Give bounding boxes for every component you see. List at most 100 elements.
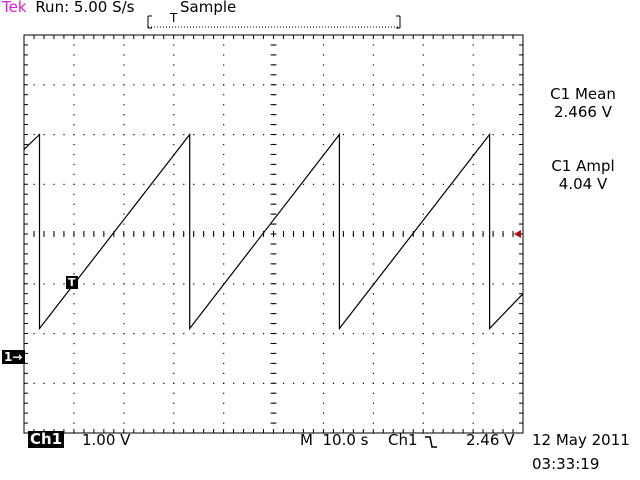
measurement-value: 4.04 V [558,175,608,193]
grid-dot [422,342,424,345]
grid-dot [472,342,474,345]
trigger-level-arrow-icon [514,230,521,238]
grid-dot [123,253,125,255]
grid-dot [512,84,514,86]
grid-dot [322,104,325,106]
grid-dot [123,392,125,394]
grid-dot [372,263,374,265]
grid-dot [103,84,105,86]
grid-dot [73,143,75,146]
grid-dot [153,333,155,335]
grid-dot [412,283,414,285]
grid-dot [103,183,105,185]
grid-dot [213,382,215,384]
grid-dot [223,402,225,404]
grid-dot [322,54,325,56]
grid-dot [382,382,384,384]
grid-dot [173,382,175,384]
grid-dot [33,134,35,136]
grid-dot [113,382,115,384]
grid-dot [173,402,175,404]
grid-dot [193,134,195,136]
grid-dot [253,134,255,136]
grid-dot [292,283,295,285]
grid-dot [123,84,125,86]
grid-dot [203,382,205,384]
grid-dot [223,183,225,185]
grid-dot [432,283,434,285]
grid-dot [233,283,235,285]
grid-dot [372,54,374,56]
grid-dot [482,283,484,285]
grid-dot [73,342,75,345]
grid-dot [472,362,474,365]
grid-dot [422,253,424,255]
grid-dot [123,293,125,295]
grid-dot [412,382,414,384]
grid-dot [482,183,484,185]
grid-dot [83,183,85,185]
grid-dot [382,134,384,136]
grid-dot [213,84,215,86]
grid-dot [123,44,125,46]
grid-dot [332,84,335,86]
grid-dot [472,64,474,66]
grid-dot [412,134,414,136]
grid-dot [173,422,175,424]
grid-dot [63,333,65,335]
grid-dot [123,402,125,404]
grid-dot [372,293,374,295]
grid-dot [113,283,115,285]
grid-dot [123,64,125,66]
grid-dot [143,134,145,136]
trigger-position-marker: T [170,11,178,25]
grid-dot [352,333,355,335]
grid-dot [472,223,474,225]
grid-dot [482,84,484,86]
grid-dot [462,283,464,285]
grid-dot [342,134,345,136]
grid-dot [372,432,374,434]
grid-dot [382,183,384,185]
grid-dot [442,283,444,285]
grid-dot [422,412,424,414]
grid-dot [322,412,325,414]
grid-dot [452,382,454,384]
timebase: M 10.0 s [300,431,369,449]
grid-dot [213,134,215,136]
grid-dot [322,74,325,76]
grid-dot [472,54,474,56]
grid-dot [312,183,315,185]
grid-dot [203,283,205,285]
grid-dot [482,333,484,335]
grid-dot [73,104,75,106]
grid-dot [392,134,394,136]
grid-dot [402,84,404,86]
grid-dot [422,382,424,384]
grid-dot [103,283,105,285]
grid-dot [312,84,315,86]
grid-dot [472,134,474,136]
grid-dot [452,134,454,136]
channel-label: Ch1 [28,430,65,448]
grid-dot [422,153,424,156]
grid-dot [322,134,325,136]
grid-dot [472,323,474,325]
grid-dot [372,163,374,166]
grid-dot [173,333,175,335]
grid-dot [123,74,125,76]
grid-dot [193,283,195,285]
grid-dot [372,84,374,86]
grid-dot [482,382,484,384]
grid-dot [93,84,95,86]
grid-dot [472,203,474,205]
grid-dot [123,114,125,116]
grid-dot [422,44,424,46]
grid-dot [73,293,75,295]
grid-dot [312,134,315,136]
grid-dot [322,382,325,384]
grid-dot [312,382,315,384]
grid-dot [173,283,175,285]
run-status: Run: 5.00 S/s [35,0,135,16]
grid-dot [492,283,494,285]
